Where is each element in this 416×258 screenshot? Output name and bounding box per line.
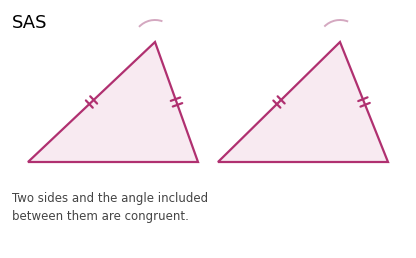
Polygon shape: [218, 42, 388, 162]
Text: SAS: SAS: [12, 14, 47, 32]
Text: Two sides and the angle included: Two sides and the angle included: [12, 192, 208, 205]
Polygon shape: [28, 42, 198, 162]
Text: between them are congruent.: between them are congruent.: [12, 210, 189, 223]
